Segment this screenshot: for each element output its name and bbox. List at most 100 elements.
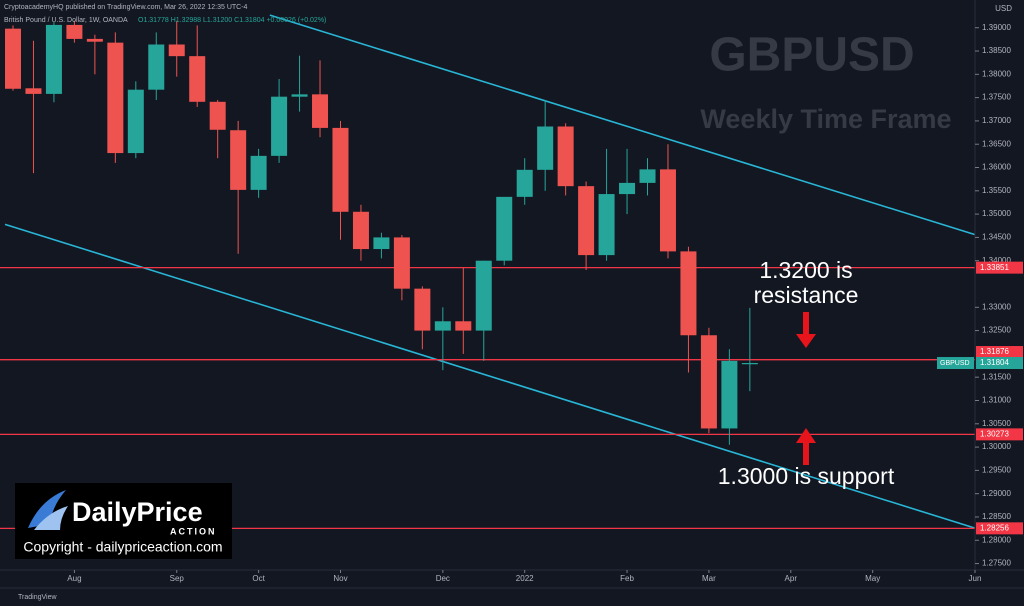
level-tag (976, 522, 1023, 535)
candle-body (414, 288, 431, 331)
y-tick-label: 1.29500 (982, 465, 1011, 474)
candle-body (434, 321, 451, 331)
y-tick-label: 1.28500 (982, 512, 1011, 521)
candle-body (680, 251, 697, 336)
y-tick-label: 1.35500 (982, 186, 1011, 195)
level-tag (976, 261, 1023, 274)
candle-body (578, 186, 595, 256)
candle-body (475, 260, 492, 331)
x-tick-label: Dec (436, 574, 450, 583)
footer: TradingView (18, 594, 57, 601)
y-tick-label: 1.31500 (982, 372, 1011, 381)
resistance-arrow (796, 312, 816, 348)
candle-body (557, 126, 574, 187)
candle-body (619, 182, 636, 195)
level-tag (976, 346, 1023, 359)
x-tick-label: Jun (969, 574, 982, 583)
candle-body (393, 237, 410, 289)
x-tick-label: Aug (67, 574, 81, 583)
candle-body (107, 42, 124, 154)
y-tick-label: 1.30000 (982, 442, 1011, 451)
candle-body (25, 88, 42, 94)
level-tag-label: 1.31876 (980, 347, 1009, 356)
annotation: 1.3200 is (759, 257, 852, 283)
x-tick-label: Apr (785, 574, 798, 583)
candle-body (455, 321, 472, 331)
y-tick-label: 1.29000 (982, 489, 1011, 498)
candle-body (86, 38, 103, 42)
level-tag-label: 1.33851 (980, 263, 1009, 272)
candle-body (312, 94, 329, 128)
candle-body (127, 89, 144, 154)
candle-body (373, 237, 390, 250)
level-tag-label: 1.28256 (980, 523, 1009, 532)
x-tick-label: Nov (333, 574, 347, 583)
y-tick-label: 1.31000 (982, 396, 1011, 405)
y-tick-label: 1.37000 (982, 116, 1011, 125)
y-tick-label: 1.35000 (982, 209, 1011, 218)
candle-body (700, 335, 717, 429)
x-tick-label: 2022 (516, 574, 534, 583)
copyright: Copyright - dailypriceaction.com (23, 539, 222, 555)
x-tick-label: Oct (252, 574, 265, 583)
publisher: CryptoacademyHQ published on TradingView… (4, 4, 248, 11)
symbol: British Pound / U.S. Dollar, 1W, OANDA (4, 17, 128, 24)
logo-brand: DailyPrice (72, 497, 203, 527)
y-tick-label: 1.32500 (982, 326, 1011, 335)
trend-line (269, 14, 976, 236)
y-tick-label: 1.37500 (982, 93, 1011, 102)
price-tag-name: GBPUSD (940, 360, 970, 367)
y-tick-label: 1.38000 (982, 69, 1011, 78)
y-tick-label: 1.34500 (982, 233, 1011, 242)
price-tag (937, 357, 974, 370)
ohlc: O1.31778 H1.32988 L1.31200 C1.31804 +0.0… (138, 17, 326, 24)
candle-body (659, 169, 676, 252)
candle-body (271, 96, 288, 156)
candle-body (66, 24, 83, 39)
x-tick-label: Feb (620, 574, 634, 583)
logo-tag: ACTION (170, 526, 217, 536)
y-tick-label: 1.36500 (982, 139, 1011, 148)
candle-body (291, 94, 308, 97)
annotation: 1.3000 is support (718, 463, 895, 489)
candle-body (230, 130, 247, 190)
candle-body (721, 360, 738, 429)
y-tick-label: 1.34000 (982, 256, 1011, 265)
y-tick-label: 1.38500 (982, 46, 1011, 55)
watermark-subtitle: Weekly Time Frame (700, 104, 951, 134)
y-tick-label: 1.33000 (982, 302, 1011, 311)
level-tag-label: 1.30273 (980, 429, 1009, 438)
annotation: resistance (754, 282, 859, 308)
y-tick-label: 1.36000 (982, 163, 1011, 172)
candle-body (639, 169, 656, 183)
currency: USD (995, 4, 1012, 13)
watermark-title: GBPUSD (709, 29, 914, 82)
candle-body (741, 363, 758, 365)
candle-body (537, 126, 554, 170)
candle-body (496, 196, 513, 261)
candle-body (209, 101, 226, 130)
candle-body (516, 169, 533, 197)
x-tick-label: Sep (170, 574, 185, 583)
y-tick-label: 1.39000 (982, 23, 1011, 32)
support-arrow (796, 428, 816, 465)
x-tick-label: May (865, 574, 880, 583)
y-tick-label: 1.27500 (982, 559, 1011, 568)
y-tick-label: 1.28000 (982, 535, 1011, 544)
candle-body (352, 211, 369, 250)
logo: DailyPrice ACTION Copyright - dailyprice… (15, 483, 232, 559)
x-tick-label: Mar (702, 574, 716, 583)
candle-body (189, 56, 206, 102)
candle-body (250, 155, 267, 190)
candle-body (332, 127, 349, 212)
trend-line (4, 223, 976, 529)
candle-body (148, 44, 165, 90)
candle-body (45, 24, 62, 94)
candle-body (168, 44, 185, 57)
candle-body (598, 194, 615, 256)
price-tag (976, 357, 1023, 370)
candle-body (4, 28, 21, 89)
y-tick-label: 1.30500 (982, 419, 1011, 428)
level-tag (976, 428, 1023, 441)
